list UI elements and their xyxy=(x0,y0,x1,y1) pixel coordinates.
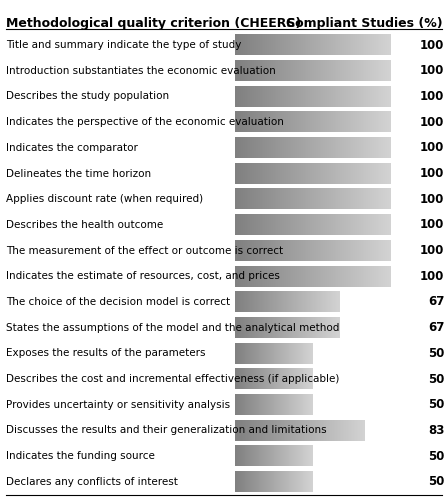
Text: Declares any conflicts of interest: Declares any conflicts of interest xyxy=(6,477,178,487)
Text: 50: 50 xyxy=(428,347,444,360)
Text: Methodological quality criterion (CHEERS): Methodological quality criterion (CHEERS… xyxy=(6,18,301,30)
Text: Title and summary indicate the type of study: Title and summary indicate the type of s… xyxy=(6,40,241,50)
Text: The choice of the decision model is correct: The choice of the decision model is corr… xyxy=(6,297,230,307)
Text: 100: 100 xyxy=(420,142,444,154)
Text: 50: 50 xyxy=(428,398,444,411)
Text: 50: 50 xyxy=(428,372,444,386)
Text: 100: 100 xyxy=(420,270,444,283)
Text: Introduction substantiates the economic evaluation: Introduction substantiates the economic … xyxy=(6,66,276,76)
Text: 100: 100 xyxy=(420,192,444,205)
Text: Indicates the funding source: Indicates the funding source xyxy=(6,451,155,461)
Text: Describes the cost and incremental effectiveness (if applicable): Describes the cost and incremental effec… xyxy=(6,374,339,384)
Text: 100: 100 xyxy=(420,218,444,232)
Text: 67: 67 xyxy=(428,296,444,308)
Text: States the assumptions of the model and the analytical method: States the assumptions of the model and … xyxy=(6,322,339,332)
Text: Exposes the results of the parameters: Exposes the results of the parameters xyxy=(6,348,205,358)
Text: 50: 50 xyxy=(428,476,444,488)
Text: 100: 100 xyxy=(420,38,444,52)
Text: Describes the health outcome: Describes the health outcome xyxy=(6,220,163,230)
Text: 100: 100 xyxy=(420,64,444,78)
Text: 83: 83 xyxy=(428,424,444,437)
Text: Applies discount rate (when required): Applies discount rate (when required) xyxy=(6,194,203,204)
Text: Compliant Studies (%): Compliant Studies (%) xyxy=(285,18,442,30)
Text: 50: 50 xyxy=(428,450,444,462)
Text: Provides uncertainty or sensitivity analysis: Provides uncertainty or sensitivity anal… xyxy=(6,400,230,409)
Text: Discusses the results and their generalization and limitations: Discusses the results and their generali… xyxy=(6,426,327,436)
Text: Indicates the comparator: Indicates the comparator xyxy=(6,143,138,153)
Text: Indicates the estimate of resources, cost, and prices: Indicates the estimate of resources, cos… xyxy=(6,272,280,281)
Text: Delineates the time horizon: Delineates the time horizon xyxy=(6,168,151,178)
Text: 100: 100 xyxy=(420,167,444,180)
Text: Indicates the perspective of the economic evaluation: Indicates the perspective of the economi… xyxy=(6,117,284,127)
Text: 100: 100 xyxy=(420,90,444,103)
Text: Describes the study population: Describes the study population xyxy=(6,92,169,102)
Text: The measurement of the effect or outcome is correct: The measurement of the effect or outcome… xyxy=(6,246,283,256)
Text: 100: 100 xyxy=(420,244,444,257)
Text: 67: 67 xyxy=(428,321,444,334)
Text: 100: 100 xyxy=(420,116,444,128)
